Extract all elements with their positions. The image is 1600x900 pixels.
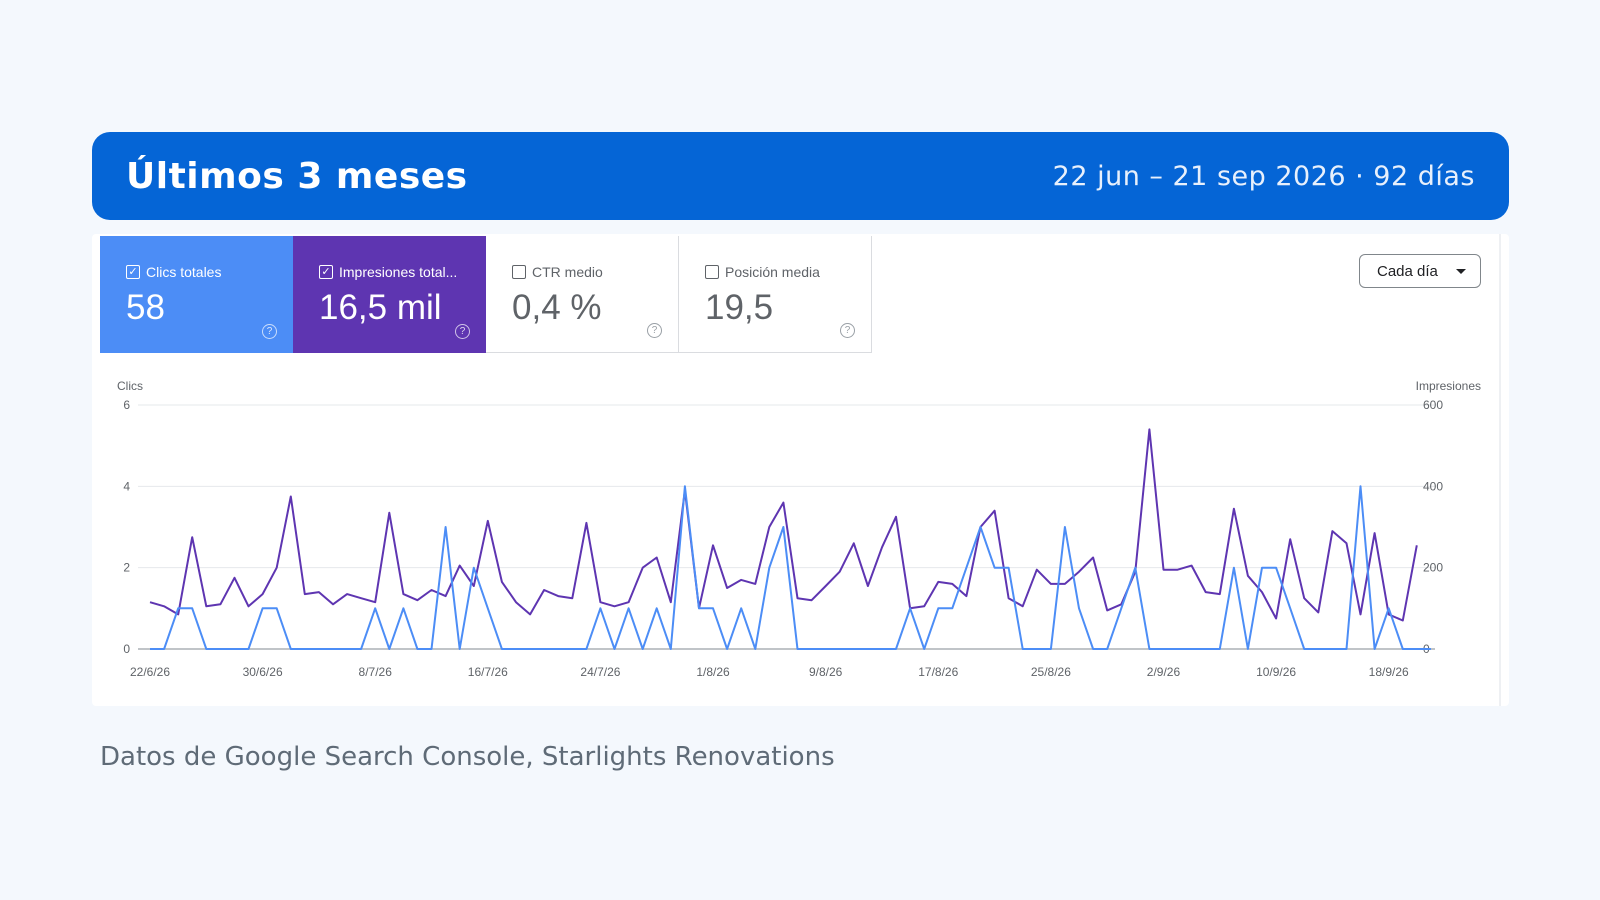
period-title: Últimos 3 meses <box>126 155 468 197</box>
left-axis-label: Clics <box>117 379 143 393</box>
metric-card-impressions-label: ✓ Impresiones total... <box>319 264 457 280</box>
metric-label: Posición media <box>725 264 820 280</box>
period-banner: Últimos 3 meses 22 jun – 21 sep 2026 · 9… <box>92 132 1509 220</box>
left-tick-label: 2 <box>123 561 130 575</box>
x-tick-label: 8/7/26 <box>359 665 393 679</box>
x-tick-label: 10/9/26 <box>1256 665 1296 679</box>
x-tick-label: 24/7/26 <box>580 665 620 679</box>
metric-card-impressions[interactable]: ✓ Impresiones total... 16,5 mil ? <box>293 236 486 353</box>
granularity-value: Cada día <box>1377 262 1438 280</box>
granularity-dropdown[interactable]: Cada día <box>1359 254 1481 288</box>
series-line-clicks <box>150 485 1431 650</box>
left-tick-label: 0 <box>123 642 130 656</box>
metric-card-position-label: ✓ Posición media <box>705 264 820 280</box>
help-icon[interactable]: ? <box>262 324 277 339</box>
metric-card-clicks[interactable]: ✓ Clics totales 58 ? <box>100 236 293 353</box>
metric-card-clicks-label: ✓ Clics totales <box>126 264 221 280</box>
checkbox-unchecked-icon[interactable]: ✓ <box>705 265 719 279</box>
right-tick-label: 400 <box>1423 479 1443 493</box>
caption: Datos de Google Search Console, Starligh… <box>100 742 835 772</box>
left-tick-label: 4 <box>123 479 130 493</box>
metric-label: Impresiones total... <box>339 264 458 280</box>
x-tick-label: 30/6/26 <box>243 665 283 679</box>
metric-value: 16,5 mil <box>319 288 442 327</box>
x-tick-label: 2/9/26 <box>1147 665 1181 679</box>
right-tick-label: 200 <box>1423 561 1443 575</box>
series-line-impressions <box>149 428 1418 622</box>
help-icon[interactable]: ? <box>840 323 855 338</box>
performance-panel: ✓ Clics totales 58 ? ✓ Impresiones total… <box>92 234 1509 706</box>
right-tick-label: 600 <box>1423 398 1443 412</box>
checkbox-checked-icon[interactable]: ✓ <box>126 265 140 279</box>
help-icon[interactable]: ? <box>455 324 470 339</box>
date-range: 22 jun – 21 sep 2026 · 92 días <box>1052 160 1475 192</box>
x-tick-label: 16/7/26 <box>468 665 508 679</box>
caret-down-icon <box>1456 268 1466 274</box>
x-tick-label: 9/8/26 <box>809 665 843 679</box>
x-tick-label: 17/8/26 <box>918 665 958 679</box>
x-tick-label: 22/6/26 <box>130 665 170 679</box>
metric-label: CTR medio <box>532 264 603 280</box>
metric-cards: ✓ Clics totales 58 ? ✓ Impresiones total… <box>100 236 872 353</box>
checkbox-checked-icon[interactable]: ✓ <box>319 265 333 279</box>
metric-label: Clics totales <box>146 264 222 280</box>
left-tick-label: 6 <box>123 398 130 412</box>
metric-card-ctr[interactable]: ✓ CTR medio 0,4 % ? <box>486 236 679 353</box>
right-axis-label: Impresiones <box>1416 379 1481 393</box>
metric-card-ctr-label: ✓ CTR medio <box>512 264 603 280</box>
metric-card-position[interactable]: ✓ Posición media 19,5 ? <box>679 236 872 353</box>
x-tick-label: 1/8/26 <box>696 665 730 679</box>
metric-value: 19,5 <box>705 288 774 327</box>
metric-value: 0,4 % <box>512 288 602 327</box>
help-icon[interactable]: ? <box>647 323 662 338</box>
metric-value: 58 <box>126 288 165 327</box>
x-tick-label: 18/9/26 <box>1369 665 1409 679</box>
checkbox-unchecked-icon[interactable]: ✓ <box>512 265 526 279</box>
x-tick-label: 25/8/26 <box>1031 665 1071 679</box>
